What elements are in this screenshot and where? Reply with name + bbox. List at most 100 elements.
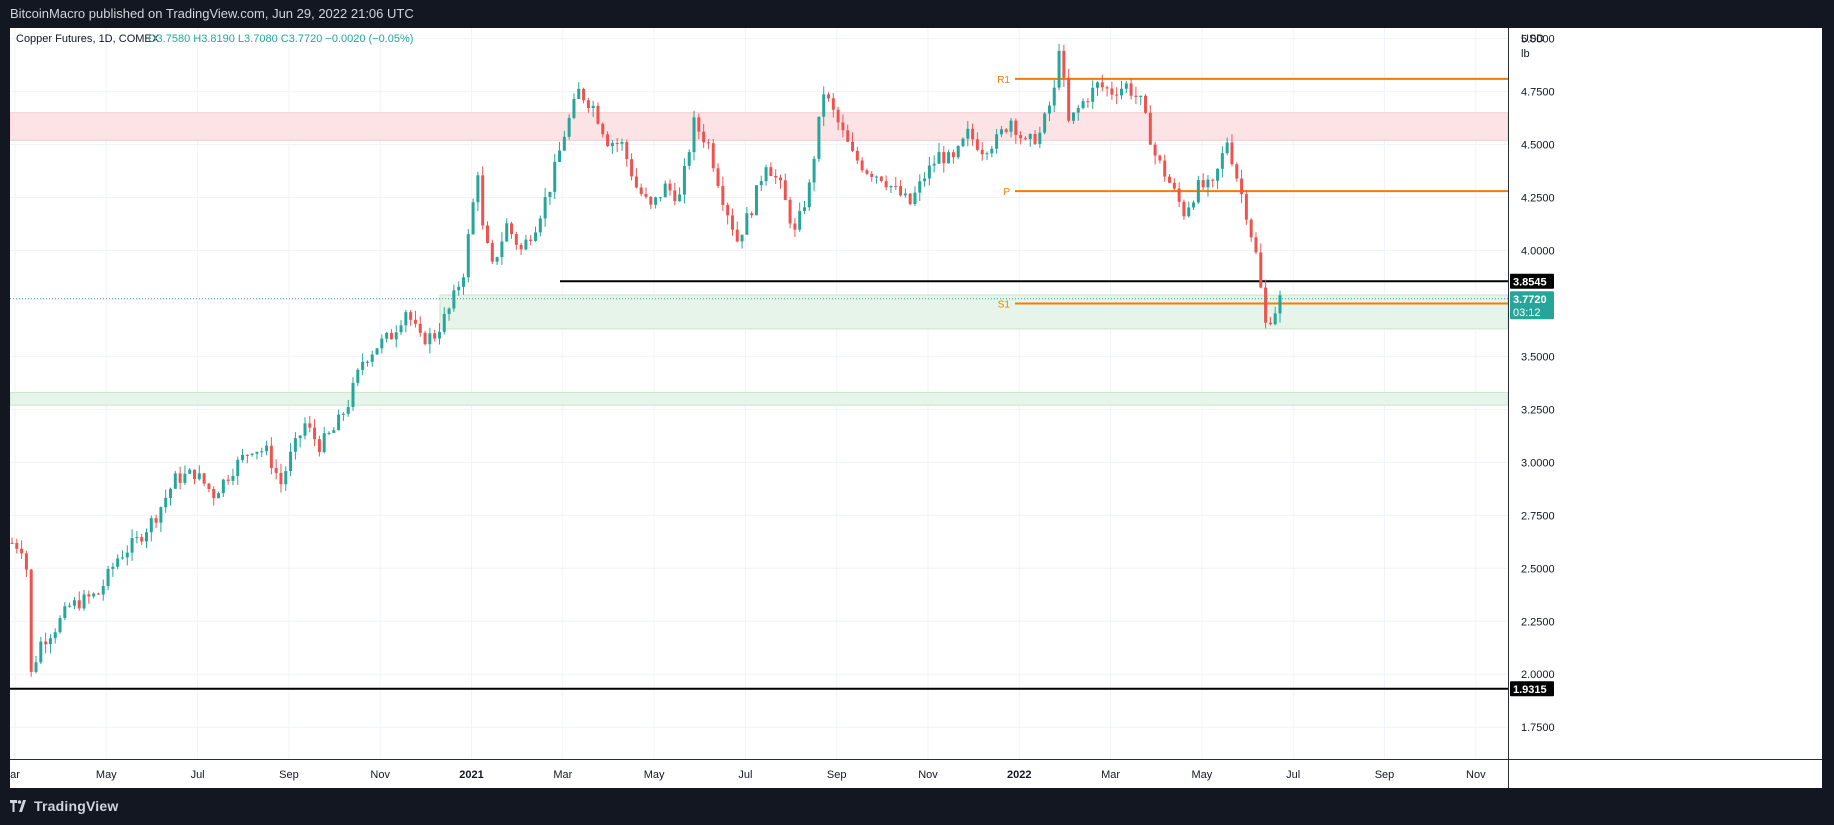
candle-body <box>495 257 499 262</box>
candle-body <box>409 312 413 320</box>
candle-body <box>1081 101 1085 109</box>
candle-body <box>529 239 533 241</box>
candle-body <box>29 569 33 672</box>
price-marker-box <box>1510 273 1554 289</box>
candle-body <box>289 451 293 472</box>
candle-body <box>44 641 48 645</box>
candle-body <box>798 211 802 230</box>
candle-body <box>562 136 566 151</box>
candle-body <box>370 354 374 362</box>
price-zone <box>439 294 1509 330</box>
candle-body <box>1148 112 1152 145</box>
candle-body <box>231 476 235 481</box>
candle-body <box>461 277 465 287</box>
candle-body <box>111 566 115 569</box>
candle-body <box>649 196 653 205</box>
candle-body <box>375 348 379 355</box>
candle-body <box>466 234 470 278</box>
candle-body <box>1172 182 1176 189</box>
candle-body <box>120 557 124 559</box>
candle-body <box>615 143 619 145</box>
candle-body <box>437 331 441 339</box>
price-zone <box>9 391 1509 406</box>
time-axis[interactable]: ar May Jul Sep Nov 2021 Mar May Jul Sep Nov 2022 Mar… <box>10 769 1486 781</box>
candle-body <box>764 167 768 182</box>
candle-body <box>793 223 797 230</box>
candle-body <box>317 439 321 453</box>
candle-body <box>346 406 350 414</box>
legend-low: L3.7080 <box>238 33 278 45</box>
candle-body <box>101 586 105 595</box>
candle-body <box>404 312 408 326</box>
candle-body <box>721 185 725 205</box>
legend-high: H3.8190 <box>193 33 235 45</box>
candle-body <box>1144 95 1148 113</box>
candle-body <box>332 430 336 433</box>
brand-label: TradingView <box>34 798 119 814</box>
candle-body <box>875 176 879 178</box>
zones <box>9 112 1509 406</box>
candle-body <box>15 543 19 549</box>
candle-body <box>956 146 960 158</box>
candle-body <box>899 186 903 196</box>
candle-body <box>1192 202 1196 208</box>
candle-body <box>442 313 446 332</box>
candle-body <box>159 507 163 523</box>
candle-body <box>702 131 706 143</box>
candle-body <box>308 423 312 428</box>
candle-body <box>735 229 739 242</box>
candle-body <box>476 175 480 203</box>
candle-body <box>1206 179 1210 188</box>
candle-body <box>894 186 898 188</box>
legend-ohlc: O3.7580 H3.8190 L3.7080 C3.7720 −0.0020 … <box>148 33 413 45</box>
candle-body <box>519 244 523 250</box>
candle-body <box>1278 295 1282 314</box>
candle-body <box>870 173 874 178</box>
candle-body <box>1115 94 1119 96</box>
chart-area[interactable]: R1 P S1 5.0000 4.7500 4.5000 4.2500 4.0000 3.50… <box>9 28 1822 788</box>
candle-body <box>663 183 667 198</box>
footer-bar: TradingView <box>0 788 1834 825</box>
candles <box>10 43 1282 677</box>
x-tick-label: Sep <box>827 769 847 781</box>
candle-body <box>1129 83 1133 96</box>
candle-body <box>913 192 917 205</box>
x-tick-label: Jul <box>738 769 752 781</box>
candle-body <box>630 159 634 177</box>
candle-body <box>486 225 489 243</box>
candle-body <box>692 117 696 153</box>
candle-body <box>1139 95 1143 97</box>
candle-body <box>106 568 110 587</box>
candle-body <box>606 134 610 147</box>
candle-body <box>279 472 283 485</box>
candle-body <box>58 618 62 633</box>
price-axis[interactable]: 5.0000 4.7500 4.5000 4.2500 4.0000 3.5000 3.25… <box>1521 34 1555 735</box>
candle-body <box>1091 87 1095 102</box>
candle-body <box>1043 113 1047 133</box>
candle-body <box>327 432 331 434</box>
candle-body <box>558 150 562 162</box>
candle-body <box>1038 132 1042 144</box>
candle-body <box>1259 252 1263 288</box>
candle-body <box>1120 88 1123 96</box>
candle-body <box>385 332 389 339</box>
pivot-label: P <box>1003 187 1010 198</box>
candle-body <box>269 445 273 468</box>
candle-body <box>980 149 984 155</box>
candle-body <box>846 130 850 142</box>
x-tick-label: Nov <box>918 769 938 781</box>
price-zone <box>9 112 1509 141</box>
candle-body <box>932 163 936 166</box>
y-tick-label: 4.0000 <box>1521 245 1555 257</box>
candle-body <box>1086 101 1090 103</box>
candle-body <box>1168 176 1172 183</box>
candle-body <box>625 141 629 160</box>
candle-body <box>750 213 754 216</box>
candle-body <box>668 183 672 191</box>
candle-body <box>1009 120 1013 132</box>
candle-body <box>39 641 43 663</box>
price-chart[interactable]: R1 P S1 5.0000 4.7500 4.5000 4.2500 4.0000 3.50… <box>9 28 1822 788</box>
tradingview-brand[interactable]: TradingView <box>10 798 118 814</box>
candle-body <box>193 469 197 480</box>
candle-body <box>831 98 835 110</box>
